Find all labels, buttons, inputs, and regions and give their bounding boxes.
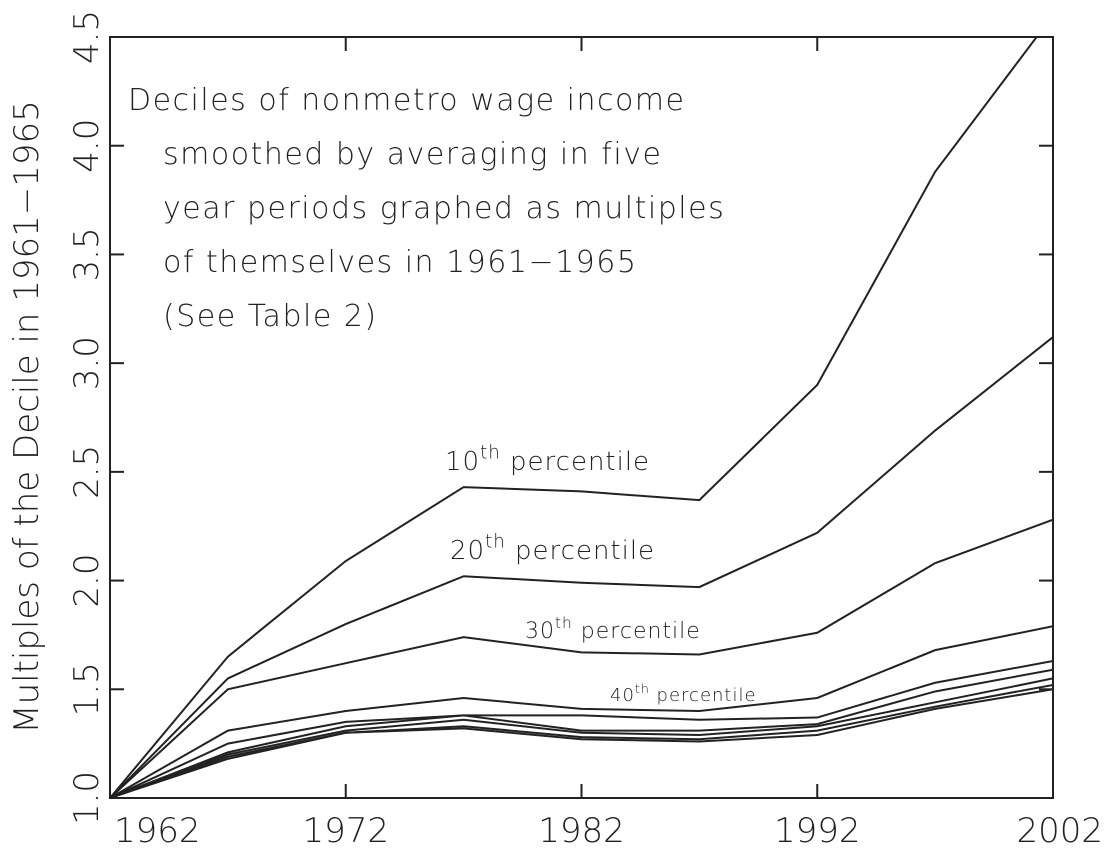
y-tick-label: 3.5 <box>67 227 107 281</box>
series-label: 40th percentile <box>610 681 757 706</box>
annotation-line: Deciles of nonmetro wage income <box>128 83 685 118</box>
series-line <box>110 336 1053 798</box>
label-part: 20 <box>450 536 485 566</box>
label-part: 30 <box>525 619 555 644</box>
y-tick-label: 1.0 <box>67 771 107 825</box>
y-tick-label: 2.0 <box>67 554 107 608</box>
series-line <box>110 37 1038 798</box>
series-line <box>110 668 1053 798</box>
series-label: 30th percentile <box>525 614 701 644</box>
x-tick-label: 1982 <box>538 811 625 849</box>
annotation-line: (See Table 2) <box>163 299 378 334</box>
series-line <box>110 677 1053 798</box>
y-tick-label: 1.5 <box>67 662 107 716</box>
plot-area <box>110 37 1053 798</box>
label-part: 40 <box>610 685 635 706</box>
annotation-line: of themselves in 1961−1965 <box>163 245 637 280</box>
label-sup: th <box>635 681 650 696</box>
series-line <box>110 688 1053 798</box>
series-line <box>110 625 1053 798</box>
label-part: percentile <box>501 447 650 477</box>
y-tick-label: 3.0 <box>67 336 107 390</box>
label-sup: th <box>485 531 506 552</box>
y-tick-label: 2.5 <box>67 445 107 499</box>
y-tick-label: 4.0 <box>67 119 107 173</box>
series-line <box>110 660 1053 798</box>
series-label: 20th percentile <box>450 531 655 566</box>
x-tick-label: 1962 <box>114 811 201 849</box>
y-axis-label: Multiples of the Decile in 1961−1965 <box>7 100 47 734</box>
label-sup: th <box>480 442 501 463</box>
annotation-line: smoothed by averaging in five <box>163 137 662 172</box>
series-line <box>110 518 1053 798</box>
label-part: percentile <box>650 685 757 706</box>
series-line <box>110 683 1053 798</box>
label-part: percentile <box>573 619 701 644</box>
x-tick-label: 1972 <box>302 811 389 849</box>
label-part: percentile <box>506 536 655 566</box>
annotation-line: year periods graphed as multiples <box>163 191 725 226</box>
y-tick-label: 4.5 <box>67 10 107 64</box>
label-part: 10 <box>445 447 480 477</box>
label-sup: th <box>555 614 573 632</box>
x-tick-label: 2002 <box>1016 811 1103 849</box>
x-tick-label: 1992 <box>774 811 861 849</box>
series-label: 10th percentile <box>445 442 650 477</box>
